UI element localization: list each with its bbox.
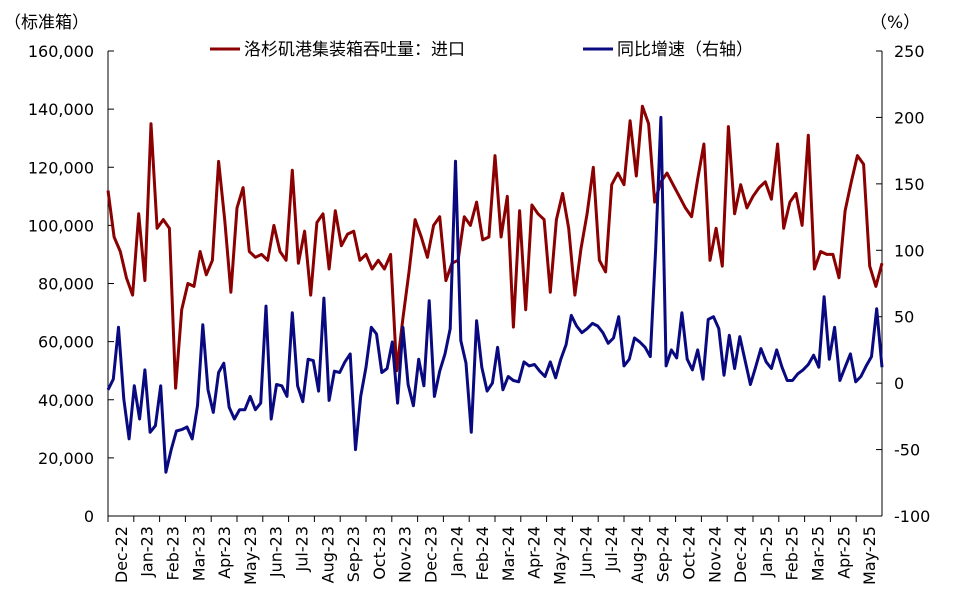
right-tick-label: 200 [894, 108, 925, 127]
left-tick-label: 20,000 [38, 449, 94, 468]
left-tick-label: 120,000 [28, 158, 94, 177]
x-tick-label: Nov-23 [396, 526, 415, 583]
x-tick-label: Mar-23 [189, 526, 208, 581]
x-tick-label: Aug-23 [318, 526, 337, 583]
x-tick-label: Jan-24 [447, 526, 466, 578]
right-tick-label: 250 [894, 42, 925, 61]
axes: 0 20,000 40,000 60,000 80,000 100,000 120,000 1… [28, 42, 930, 585]
x-tick-label: May-23 [241, 526, 260, 585]
x-tick-label: Jun-24 [576, 526, 595, 578]
right-tick-label: 0 [894, 374, 904, 393]
left-tick-label: 80,000 [38, 275, 94, 294]
x-tick-label: Sep-24 [654, 526, 673, 582]
legend: 洛杉矶港集装箱吞吐量：进口 同比增速（右轴） [210, 40, 753, 60]
x-tick-label: Mar-25 [809, 526, 828, 581]
left-tick-label: 100,000 [28, 216, 94, 235]
x-tick-label: Feb-23 [164, 526, 183, 580]
right-tick-label: 50 [894, 308, 914, 327]
x-tick-label: Dec-24 [731, 526, 750, 583]
x-tick-label: Oct-23 [370, 526, 389, 580]
right-tick-label: 100 [894, 241, 925, 260]
x-tick-label: Dec-23 [422, 526, 441, 583]
x-tick-label: Feb-24 [473, 526, 492, 580]
series-line-2 [106, 115, 884, 474]
x-tick-label: Jun-23 [267, 526, 286, 578]
right-tick-label: 150 [894, 175, 925, 194]
x-tick-label: Apr-23 [215, 526, 234, 579]
x-tick-label: Jul-23 [293, 526, 312, 572]
x-tick-label: Oct-24 [680, 526, 699, 580]
legend-label-series-1: 洛杉矶港集装箱吞吐量：进口 [244, 40, 465, 60]
x-tick-label: May-24 [551, 526, 570, 585]
left-tick-label: 0 [84, 507, 94, 526]
series-lines [106, 104, 884, 474]
x-tick-label: Jan-23 [138, 526, 157, 578]
series-line-1 [106, 104, 884, 390]
left-tick-label: 160,000 [28, 42, 94, 61]
right-tick-label: -50 [894, 441, 920, 460]
right-axis-unit: （%） [870, 13, 920, 33]
left-tick-label: 60,000 [38, 333, 94, 352]
x-tick-label: Jul-24 [602, 526, 621, 572]
x-tick-label: Aug-24 [628, 526, 647, 583]
left-tick-label: 140,000 [28, 100, 94, 119]
x-tick-label: Sep-23 [344, 526, 363, 582]
x-tick-label: Nov-24 [705, 526, 724, 583]
left-tick-label: 40,000 [38, 391, 94, 410]
x-tick-label: Apr-25 [834, 526, 853, 579]
x-tick-label: May-25 [860, 526, 879, 585]
legend-label-series-2: 同比增速（右轴） [617, 40, 753, 60]
x-tick-label: Feb-25 [783, 526, 802, 580]
x-tick-label: Jan-25 [757, 526, 776, 578]
x-tick-label: Mar-24 [499, 526, 518, 581]
left-axis-unit: （标准箱） [4, 13, 89, 33]
x-tick-label: Apr-24 [525, 526, 544, 579]
right-tick-label: -100 [894, 507, 930, 526]
x-tick-label: Dec-22 [112, 526, 131, 583]
